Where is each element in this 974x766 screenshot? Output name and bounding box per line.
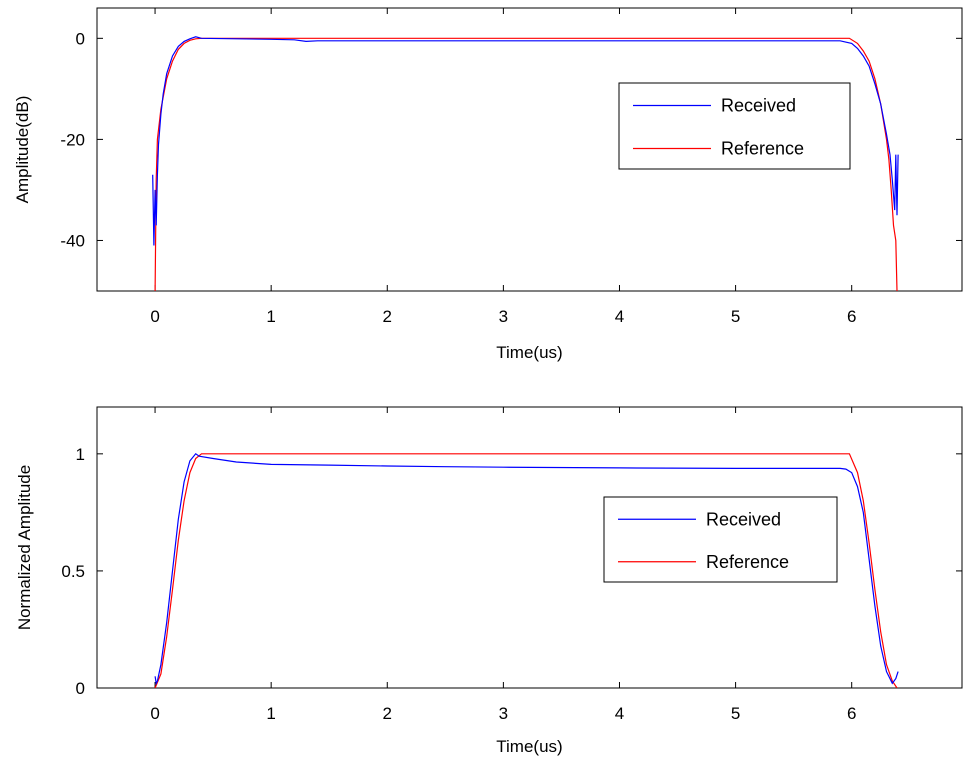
x-tick-label: 4	[615, 704, 624, 723]
legend-entry-reference: Reference	[706, 552, 789, 572]
x-tick-label: 6	[847, 704, 856, 723]
series-line-received	[154, 452, 899, 686]
amplitude-db-plot: 0 1 2 3 4 5 6 0 -20 -40 Time(us) Amplitude(dB) Recei…	[13, 7, 963, 362]
x-tick-label: 1	[266, 307, 275, 326]
legend: Received Reference	[618, 82, 851, 170]
y-tick-label: 0	[76, 29, 85, 48]
y-tick-label: 0.5	[61, 562, 85, 581]
legend-entry-received: Received	[721, 96, 796, 116]
series-line-reference	[154, 37, 898, 291]
series-line-received	[152, 36, 899, 246]
x-axis-label: Time(us)	[496, 737, 562, 756]
series-group	[152, 36, 899, 291]
legend: Received Reference	[603, 496, 838, 583]
x-tick-label: 0	[150, 704, 159, 723]
y-tick-label: 0	[76, 679, 85, 698]
legend-entry-received: Received	[706, 509, 781, 529]
normalized-amplitude-plot: 0 1 2 3 4 5 6 0 0.5 1 Time(us) Normalized Amplitude…	[15, 406, 963, 756]
x-tick-label: 3	[499, 704, 508, 723]
series-line-reference	[154, 453, 898, 688]
x-tick-label: 5	[731, 307, 740, 326]
y-tick-label: -20	[60, 130, 85, 149]
legend-entry-reference: Reference	[721, 139, 804, 159]
y-tick-label: 1	[76, 445, 85, 464]
x-axis-label: Time(us)	[496, 343, 562, 362]
x-tick-label: 3	[499, 307, 508, 326]
x-tick-label: 2	[383, 704, 392, 723]
x-tick-label: 5	[731, 704, 740, 723]
y-axis-label: Normalized Amplitude	[15, 465, 34, 630]
legend-box	[618, 82, 851, 170]
series-group	[154, 452, 899, 688]
y-tick-label: -40	[60, 231, 85, 250]
legend-box	[603, 496, 838, 583]
x-tick-label: 0	[150, 307, 159, 326]
x-tick-label: 1	[266, 704, 275, 723]
y-axis-label: Amplitude(dB)	[13, 96, 32, 204]
x-tick-label: 6	[847, 307, 856, 326]
x-tick-label: 4	[615, 307, 624, 326]
x-tick-label: 2	[383, 307, 392, 326]
